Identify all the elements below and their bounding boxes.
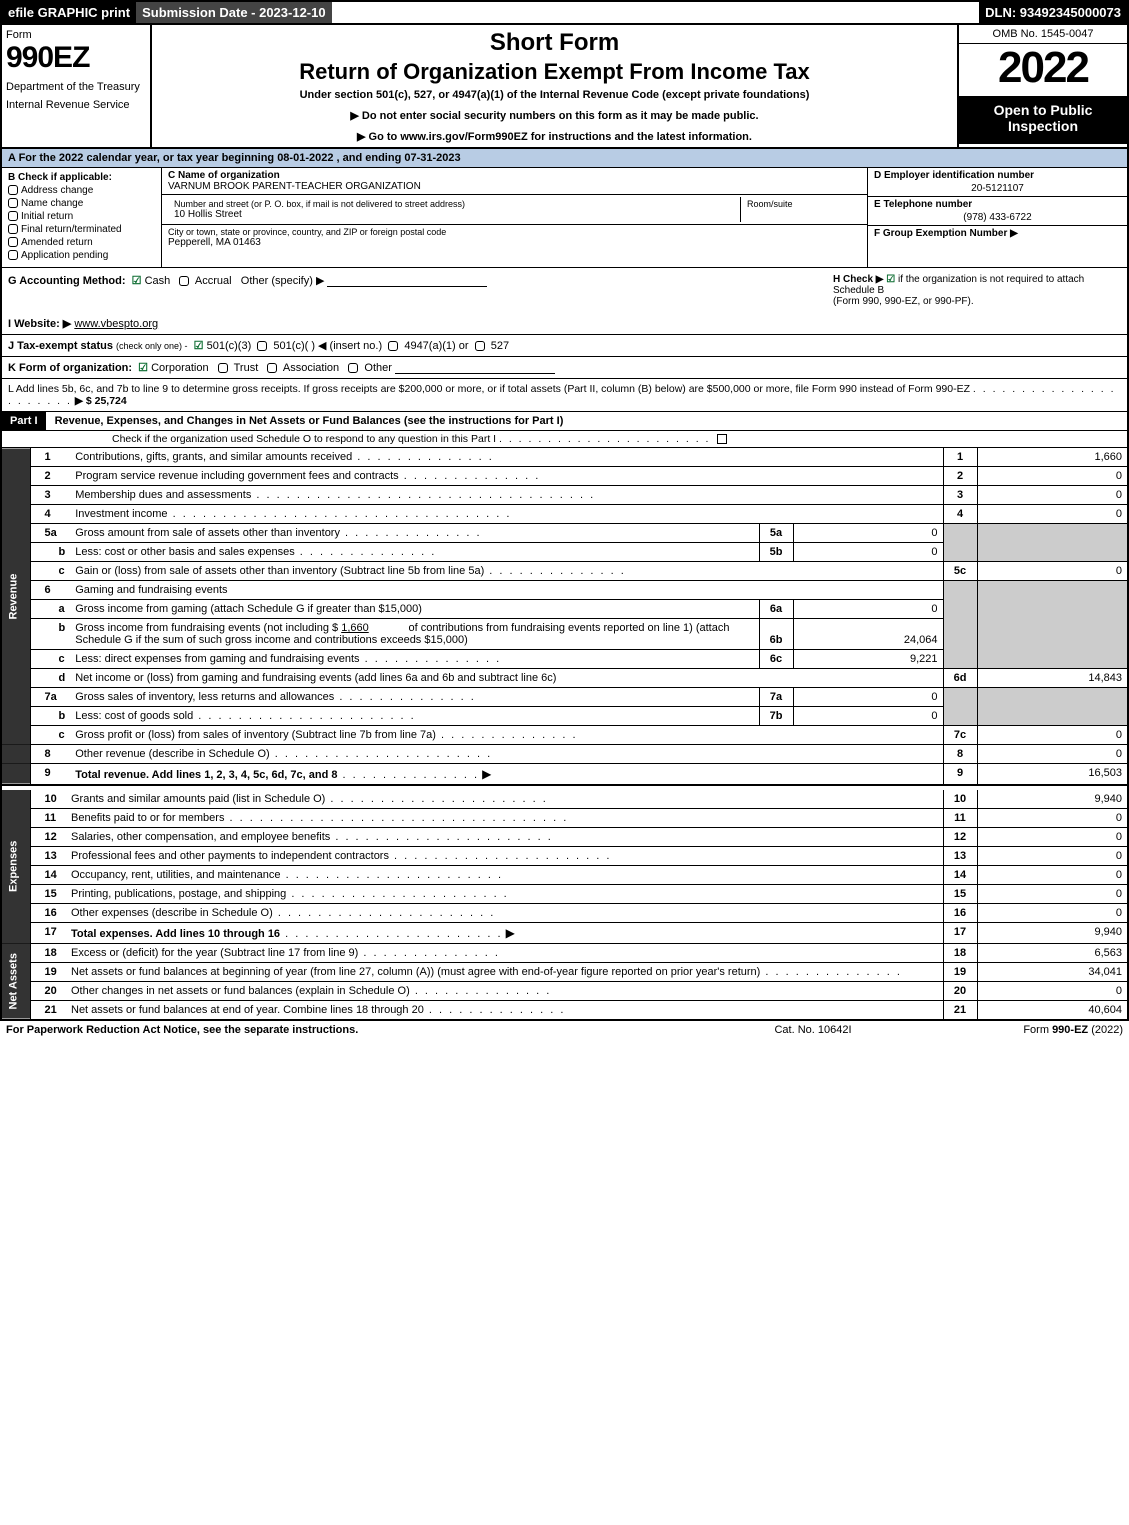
side-net-assets: Net Assets [2,944,30,1020]
open-inspection: Open to Public Inspection [959,96,1127,144]
header-right: OMB No. 1545-0047 2022 Open to Public In… [957,25,1127,147]
efile-bar: efile GRAPHIC print Submission Date - 20… [2,2,1127,25]
col-c-org-info: C Name of organization VARNUM BROOK PARE… [162,168,867,267]
net-assets-table: Net Assets 18 Excess or (deficit) for th… [2,943,1127,1019]
room-label: Room/suite [747,199,793,209]
footer-catno: Cat. No. 10642I [703,1024,923,1036]
footer: For Paperwork Reduction Act Notice, see … [0,1021,1129,1039]
expenses-table: Expenses 10 Grants and similar amounts p… [2,790,1127,943]
title-return: Return of Organization Exempt From Incom… [160,59,949,85]
footer-paperwork: For Paperwork Reduction Act Notice, see … [6,1024,703,1036]
dept-treasury: Department of the Treasury [6,81,146,93]
submission-date: Submission Date - 2023-12-10 [136,2,332,23]
d-label: D Employer identification number [874,170,1121,181]
c-name-label: C Name of organization [168,170,861,181]
row-a-tax-year: A For the 2022 calendar year, or tax yea… [2,149,1127,168]
d-ein-cell: D Employer identification number 20-5121… [868,168,1127,197]
title-short-form: Short Form [160,29,949,57]
street-label: Number and street (or P. O. box, if mail… [174,199,734,209]
header-mid: Short Form Return of Organization Exempt… [152,25,957,147]
h-schedule-b: H Check ▶ ☑ if the organization is not r… [827,268,1127,313]
sched-o-check: Check if the organization used Schedule … [2,431,1127,448]
chk-application-pending[interactable]: Application pending [8,250,155,261]
org-name: VARNUM BROOK PARENT-TEACHER ORGANIZATION [168,181,421,192]
header-left: Form 990EZ Department of the Treasury In… [2,25,152,147]
check-icon: ☑ [886,274,895,285]
chk-initial-return[interactable]: Initial return [8,211,155,222]
street-cell: Number and street (or P. O. box, if mail… [168,197,741,222]
checkbox-icon[interactable] [717,434,727,444]
city-cell: City or town, state or province, country… [162,225,867,250]
tax-year: 2022 [959,44,1127,96]
chk-address-change[interactable]: Address change [8,185,155,196]
dept-irs: Internal Revenue Service [6,99,146,111]
revenue-table: Revenue 1 Contributions, gifts, grants, … [2,448,1127,784]
b-header: B Check if applicable: [8,172,155,183]
f-label: F Group Exemption Number ▶ [874,228,1121,239]
dln: DLN: 93492345000073 [979,2,1127,23]
e-phone-cell: E Telephone number (978) 433-6722 [868,197,1127,226]
ein-value: 20-5121107 [874,181,1121,194]
instruction-ssn: ▶ Do not enter social security numbers o… [160,109,949,122]
side-expenses: Expenses [2,790,30,943]
side-revenue: Revenue [2,448,30,745]
col-b-checkboxes: B Check if applicable: Address change Na… [2,168,162,267]
city-value: Pepperell, MA 01463 [168,237,261,248]
f-group-cell: F Group Exemption Number ▶ [868,226,1127,267]
phone-value: (978) 433-6722 [874,210,1121,223]
form-header: Form 990EZ Department of the Treasury In… [2,25,1127,149]
part-i-header-row: Part I Revenue, Expenses, and Changes in… [2,412,1127,431]
row-l-gross-receipts: L Add lines 5b, 6c, and 7b to line 9 to … [2,379,1127,412]
chk-final-return[interactable]: Final return/terminated [8,224,155,235]
chk-amended-return[interactable]: Amended return [8,237,155,248]
website-value: www.vbespto.org [74,318,158,330]
part-i-badge: Part I [2,412,46,430]
g-accounting: G Accounting Method: ☑ Cash Accrual Othe… [2,268,827,313]
room-cell: Room/suite [741,197,861,222]
form-990ez: efile GRAPHIC print Submission Date - 20… [0,0,1129,1021]
chk-name-change[interactable]: Name change [8,198,155,209]
check-icon: ☑ [138,362,148,374]
row-j-tax-exempt: J Tax-exempt status (check only one) - ☑… [2,335,1127,357]
instruction-goto: ▶ Go to www.irs.gov/Form990EZ for instru… [160,130,949,143]
form-number: 990EZ [6,41,146,75]
check-icon: ☑ [194,340,204,352]
row-k-form-org: K Form of organization: ☑ Corporation Tr… [2,357,1127,379]
street-value: 10 Hollis Street [174,209,242,220]
row-g-h: G Accounting Method: ☑ Cash Accrual Othe… [2,268,1127,313]
efile-label: efile GRAPHIC print [2,2,136,23]
row-i-website: I Website: ▶ www.vbespto.org [2,313,1127,335]
org-name-cell: C Name of organization VARNUM BROOK PARE… [162,168,867,195]
omb-number: OMB No. 1545-0047 [959,25,1127,44]
check-icon: ☑ [132,275,142,287]
subtitle: Under section 501(c), 527, or 4947(a)(1)… [160,89,949,101]
street-row: Number and street (or P. O. box, if mail… [162,195,867,225]
block-b-through-f: B Check if applicable: Address change Na… [2,168,1127,268]
city-label: City or town, state or province, country… [168,227,861,237]
form-word: Form [6,29,146,41]
part-i-title: Revenue, Expenses, and Changes in Net As… [49,412,570,430]
footer-formref: Form 990-EZ (2022) [923,1024,1123,1036]
col-d-e-f: D Employer identification number 20-5121… [867,168,1127,267]
e-label: E Telephone number [874,199,1121,210]
